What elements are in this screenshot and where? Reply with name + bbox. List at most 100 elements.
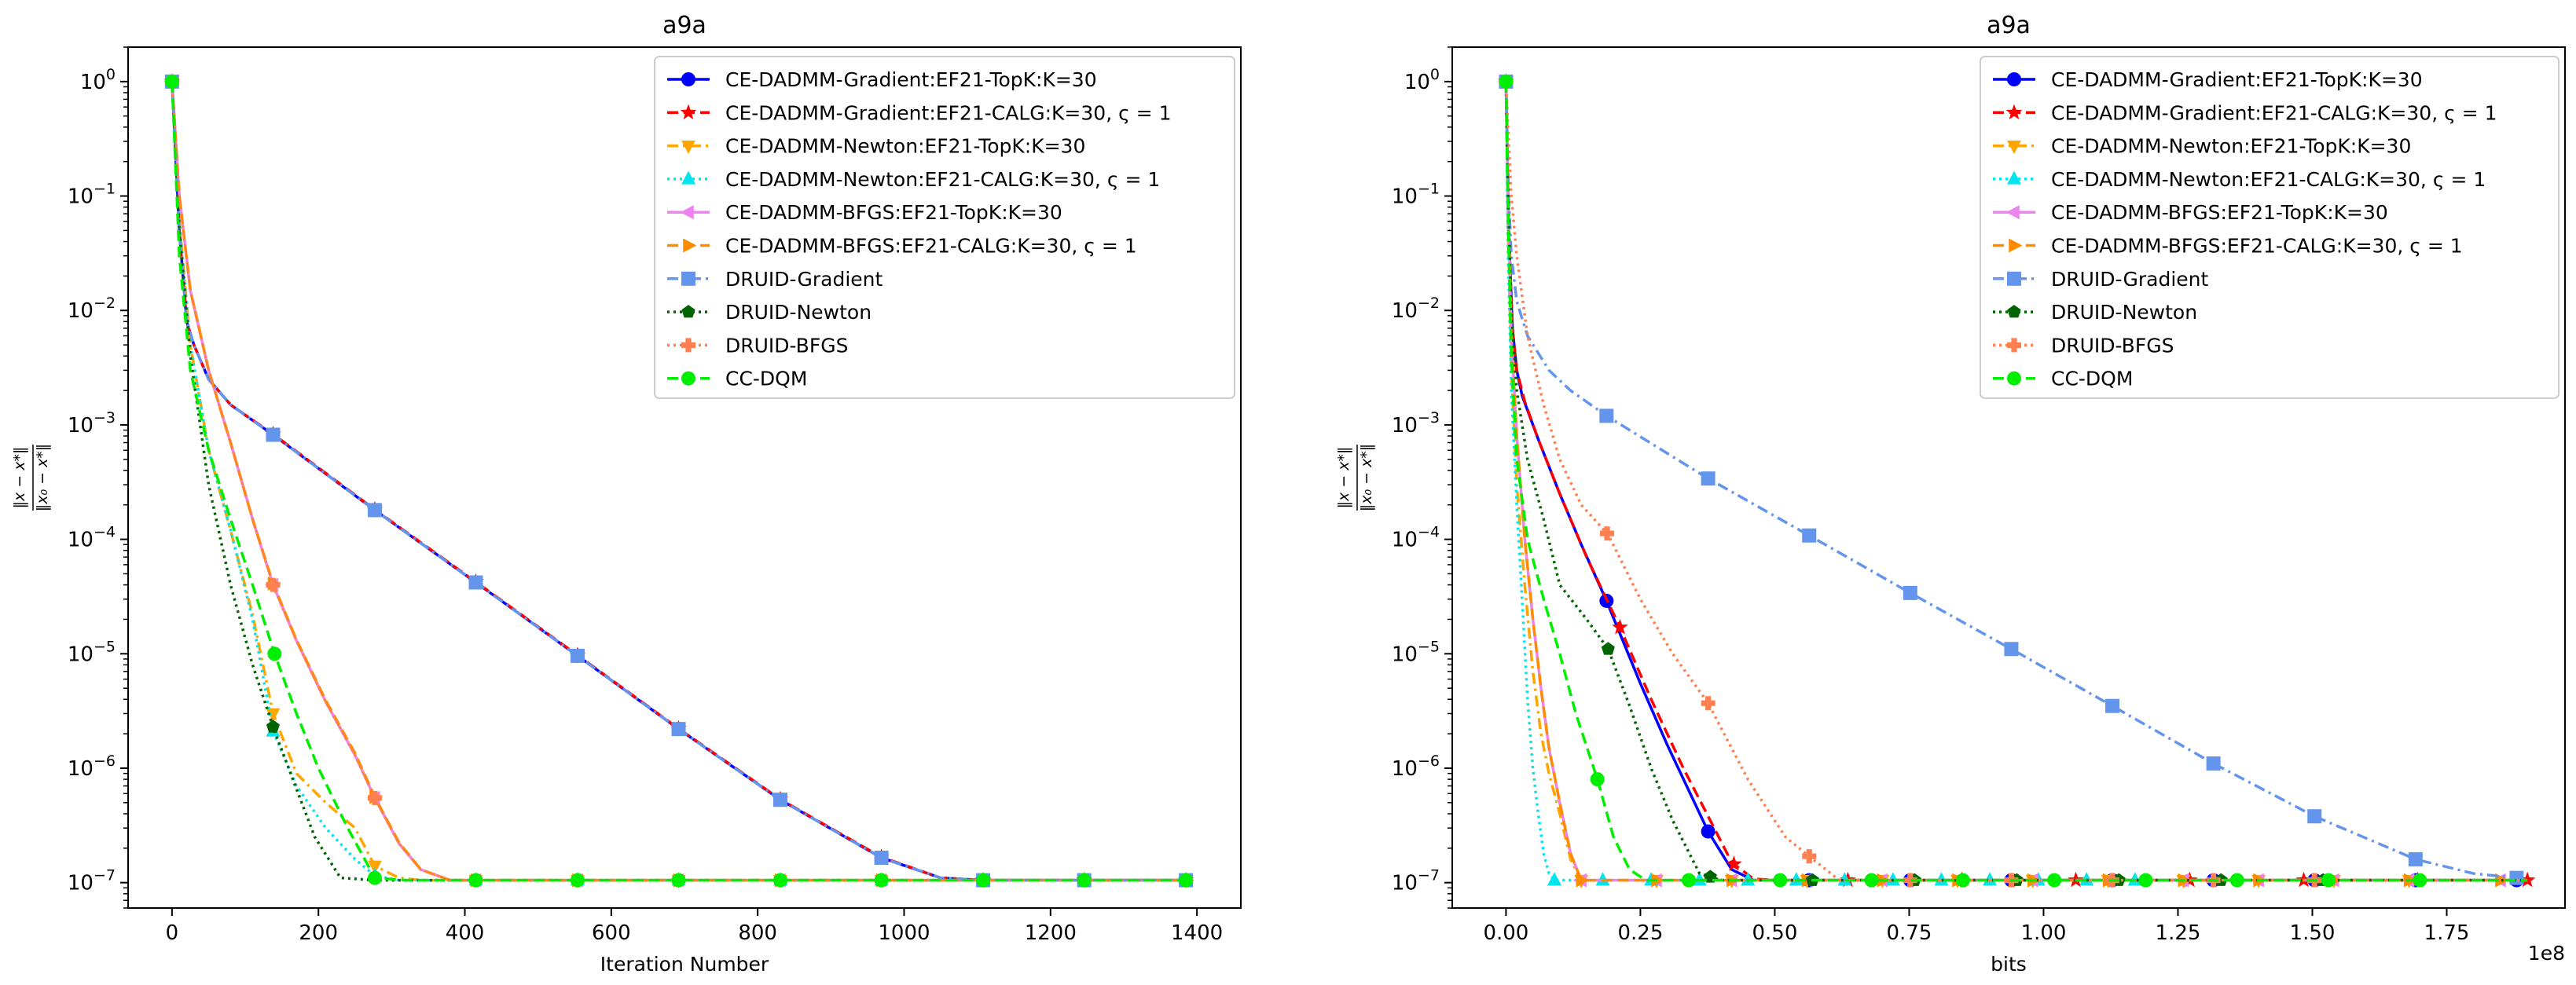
series-line <box>171 81 1187 882</box>
legend-label: CE-DADMM-Gradient:EF21-CALG:K=30, ς = 1 <box>725 101 1172 124</box>
marker-triangle-up <box>2127 872 2142 886</box>
legend-label: CE-DADMM-BFGS:EF21-CALG:K=30, ς = 1 <box>725 235 1137 258</box>
marker-triangle-right <box>683 238 697 253</box>
marker-triangle-up <box>1547 872 1561 886</box>
legend-label: DRUID-Gradient <box>2051 268 2208 291</box>
marker-triangle-down <box>367 860 382 874</box>
y-tick-label: 10−1 <box>1392 181 1440 209</box>
marker-circle <box>1499 74 1514 89</box>
marker-square <box>2509 870 2524 885</box>
marker-square <box>2105 698 2120 713</box>
legend: CE-DADMM-Gradient:EF21-TopK:K=30 CE-DADMM… <box>654 56 1235 399</box>
marker-triangle-down <box>681 140 695 154</box>
x-axis-ticks: 0.00 0.25 0.50 0.75 1.00 1.25 1.50 1.75 <box>1483 908 2469 945</box>
legend-label: DRUID-BFGS <box>725 334 848 357</box>
x-tick-label: 1.00 <box>2021 921 2067 945</box>
marker-circle <box>2007 371 2021 386</box>
legend-box <box>1980 56 2559 399</box>
marker-circle <box>1864 873 1879 888</box>
legend-item: CE-DADMM-Gradient:EF21-CALG:K=30, ς = 1 <box>667 101 1172 124</box>
legend-item: CE-DADMM-BFGS:EF21-TopK:K=30 <box>667 201 1062 224</box>
marker-square <box>773 793 788 807</box>
legend-label: CE-DADMM-Gradient:EF21-CALG:K=30, ς = 1 <box>2051 101 2497 124</box>
y-tick-label: 10−4 <box>68 524 116 552</box>
legend-item: DRUID-Newton <box>667 301 872 324</box>
y-tick-label: 10−1 <box>68 181 116 209</box>
chart-title: a9a <box>1987 12 2031 39</box>
marker-plus <box>2007 338 2021 353</box>
legend-label: DRUID-Newton <box>725 301 872 324</box>
y-tick-label: 10−2 <box>68 295 116 323</box>
marker-square <box>874 850 889 865</box>
y-axis-label: ‖x − x*‖ ‖x₀ − x*‖ <box>1335 444 1375 512</box>
marker-triangle-up <box>2079 872 2094 886</box>
y-axis-ticks: 10−7 10−6 10−5 10−4 10−3 10−2 10−1 100 <box>1392 46 1452 909</box>
marker-circle <box>773 873 788 888</box>
marker-square <box>2307 809 2322 824</box>
right-chart-panel: a9a 10−7 10−6 10−5 10−4 10−3 10−2 10−1 100 0.00… <box>1335 12 2566 976</box>
marker-circle <box>164 74 179 89</box>
legend-item: DRUID-Gradient <box>1993 268 2208 291</box>
x-axis-label: Iteration Number <box>600 953 769 976</box>
svg-text:‖x − x*‖: ‖x − x*‖ <box>1335 447 1352 509</box>
marker-pentagon <box>681 305 695 318</box>
legend-label: CE-DADMM-Newton:EF21-TopK:K=30 <box>2051 135 2411 158</box>
marker-circle <box>2321 873 2336 888</box>
legend-label: DRUID-Gradient <box>725 268 883 291</box>
x-tick-label: 800 <box>738 921 777 945</box>
x-axis-ticks: 0 200 400 600 800 1000 1200 1400 <box>166 908 1223 945</box>
x-tick-label: 0.50 <box>1752 921 1797 945</box>
marker-pentagon <box>1601 642 1615 655</box>
marker-circle <box>874 873 889 888</box>
x-axis-offset-label: 1e8 <box>2528 942 2565 965</box>
marker-triangle-up <box>1595 872 1610 886</box>
y-tick-label: 10−7 <box>1392 867 1440 895</box>
x-tick-label: 400 <box>446 921 485 945</box>
marker-pentagon <box>266 720 280 733</box>
svg-text:‖x₀ − x*‖: ‖x₀ − x*‖ <box>1358 444 1375 512</box>
y-tick-label: 10−3 <box>1392 409 1440 438</box>
series-layer <box>1498 73 2536 888</box>
marker-square <box>2007 271 2021 286</box>
marker-square <box>1802 528 1817 543</box>
marker-circle <box>2413 873 2427 888</box>
marker-triangle-up <box>2007 170 2021 185</box>
legend-label: CE-DADMM-Newton:EF21-TopK:K=30 <box>725 135 1085 158</box>
marker-plus <box>1802 849 1817 864</box>
legend-item: CE-DADMM-Gradient:EF21-TopK:K=30 <box>667 68 1097 91</box>
series-cc-dqm <box>164 74 1194 888</box>
legend-item: DRUID-BFGS <box>1993 334 2174 357</box>
marker-square <box>367 503 382 518</box>
marker-circle <box>2229 873 2244 888</box>
marker-star <box>680 104 697 119</box>
series-line <box>171 81 1187 882</box>
legend-label: CC-DQM <box>2051 368 2133 390</box>
marker-square <box>2004 642 2019 657</box>
chart-title: a9a <box>662 12 706 39</box>
plot-frame <box>127 46 1242 909</box>
marker-circle <box>1179 873 1194 888</box>
series-line <box>1504 81 2517 880</box>
marker-circle <box>1955 873 1970 888</box>
series-cc-dqm <box>1499 74 2528 888</box>
y-tick-label: 10−2 <box>1392 295 1440 323</box>
x-tick-label: 1.75 <box>2424 921 2470 945</box>
marker-circle <box>1590 772 1605 787</box>
marker-circle <box>1773 873 1788 888</box>
marker-circle <box>367 870 382 885</box>
legend-item: CE-DADMM-Gradient:EF21-TopK:K=30 <box>1993 68 2423 91</box>
legend-label: CC-DQM <box>725 368 807 390</box>
marker-plus <box>266 577 281 592</box>
marker-circle <box>2007 72 2021 86</box>
legend-item: CC-DQM <box>667 368 807 390</box>
legend-item: CE-DADMM-BFGS:EF21-TopK:K=30 <box>1993 201 2388 224</box>
y-tick-label: 10−3 <box>68 409 116 438</box>
legend-item: CE-DADMM-Newton:EF21-CALG:K=30, ς = 1 <box>667 168 1160 191</box>
marker-square <box>266 427 281 442</box>
marker-triangle-right <box>1576 873 1590 888</box>
marker-triangle-down <box>266 708 281 722</box>
marker-circle <box>468 873 483 888</box>
marker-plus <box>681 338 695 353</box>
marker-plus <box>1903 873 1917 888</box>
marker-plus <box>367 790 382 805</box>
